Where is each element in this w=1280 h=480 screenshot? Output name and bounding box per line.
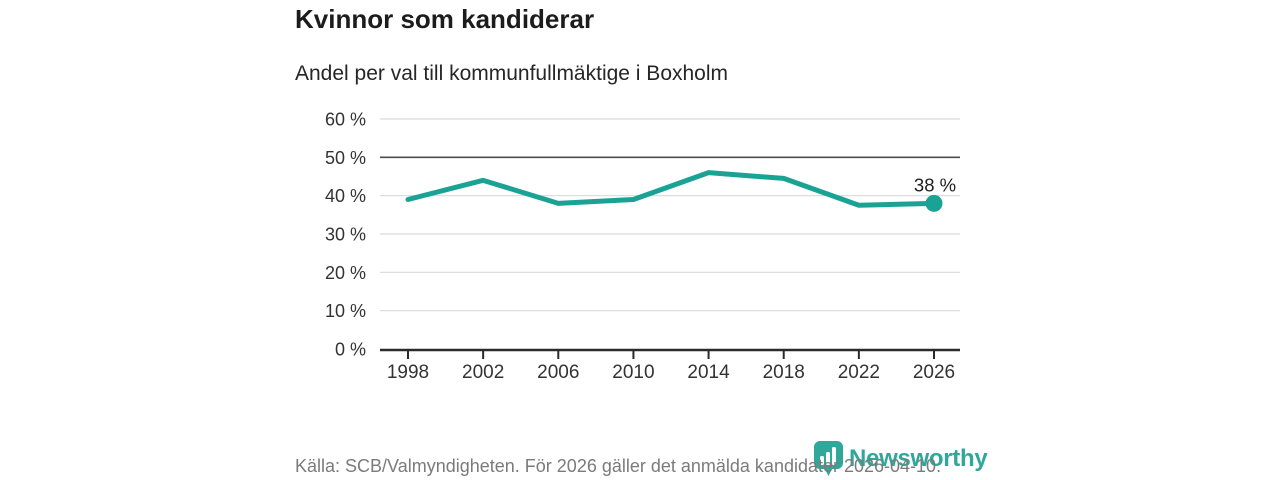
y-tick-label: 30 %: [325, 225, 366, 245]
x-tick-label: 2006: [537, 362, 579, 383]
x-tick-label: 2022: [838, 362, 880, 383]
y-tick-label: 60 %: [325, 110, 366, 130]
end-value-label: 38 %: [914, 174, 956, 195]
newsworthy-icon: [814, 441, 843, 476]
y-tick-label: 10 %: [325, 301, 366, 321]
x-tick-label: 2018: [763, 362, 805, 383]
end-point-marker: [925, 194, 943, 212]
x-tick-label: 2010: [612, 362, 654, 383]
newsworthy-logo: Newsworthy: [813, 440, 988, 477]
y-tick-label: 0 %: [335, 340, 366, 360]
chart-title: Kvinnor som kandiderar: [295, 4, 595, 34]
newsworthy-wordmark: Newsworthy: [849, 445, 988, 472]
x-tick-label: 2014: [687, 362, 730, 383]
x-tick-label: 1998: [387, 362, 429, 383]
y-tick-label: 40 %: [325, 186, 366, 206]
x-tick-label: 2002: [462, 362, 504, 383]
y-tick-label: 50 %: [325, 148, 366, 168]
y-tick-label: 20 %: [325, 263, 366, 283]
x-tick-label: 2026: [913, 362, 955, 383]
data-line: [405, 170, 937, 208]
chart-subtitle: Andel per val till kommunfullmäktige i B…: [295, 62, 729, 85]
source-note: Källa: SCB/Valmyndigheten. För 2026 gäll…: [295, 456, 942, 476]
